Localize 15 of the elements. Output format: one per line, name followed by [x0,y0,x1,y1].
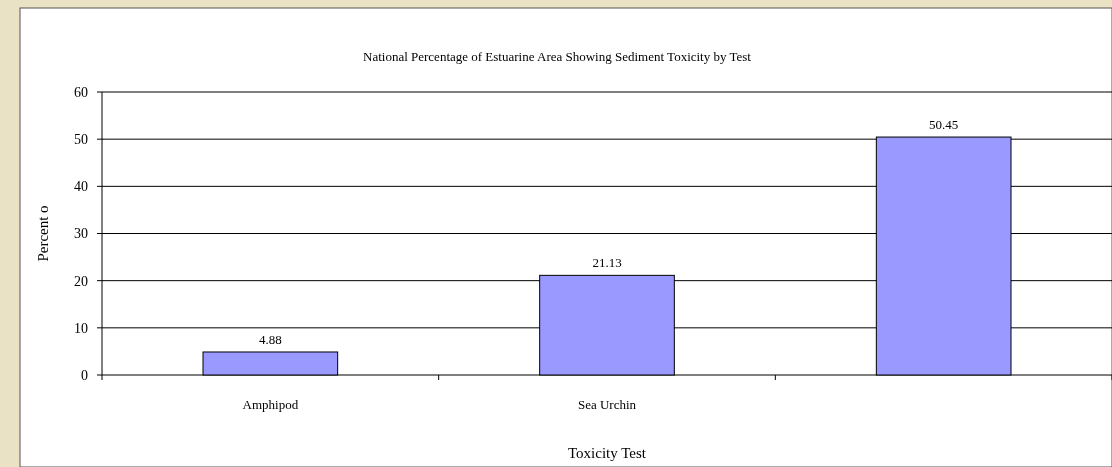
y-tick-label: 60 [74,84,88,100]
x-axis-title: Toxicity Test [567,445,647,461]
y-tick-label: 50 [74,132,88,148]
y-axis-title: Percent o [35,205,51,262]
data-label: 4.88 [258,331,282,347]
y-tick-label: 0 [81,367,88,383]
data-label: 21.13 [592,255,622,271]
chart-title: National Percentage of Estuarine Area Showing Sediment Toxicity by Test [363,49,752,64]
y-tick-label: 30 [74,226,88,242]
x-tick-label: Sea Urchin [577,397,637,412]
x-tick-label: Amphipod [242,397,299,412]
y-tick-label: 20 [74,273,88,289]
data-label: 50.45 [929,117,959,133]
y-tick-label: 40 [74,179,88,195]
y-tick-label: 10 [74,320,88,336]
